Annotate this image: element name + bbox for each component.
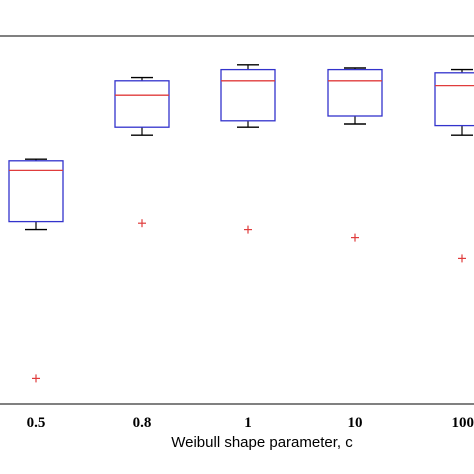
x-tick-label: 100: [452, 415, 474, 431]
iqr-box: [114, 80, 170, 128]
box-group-10: [327, 67, 383, 242]
x-tick-label: 1: [244, 415, 252, 431]
x-tick-label: 10: [348, 415, 363, 431]
outlier-marker: [458, 254, 466, 263]
x-tick-label: 0.5: [27, 415, 46, 431]
iqr-box: [327, 68, 383, 117]
box-group-1: [220, 64, 276, 234]
x-axis-label: Weibull shape parameter, c: [171, 434, 353, 451]
x-tick-labels: 0.5 0.8 1 10 100: [27, 415, 474, 431]
iqr-box: [8, 160, 64, 223]
box-group-0.5: [8, 158, 64, 383]
outlier-marker: [244, 225, 252, 234]
x-tick-label: 0.8: [133, 415, 152, 431]
box-group-0.8: [114, 76, 170, 228]
outlier-marker: [351, 233, 359, 242]
outlier-marker: [138, 219, 146, 228]
box-group-100: [434, 68, 474, 263]
iqr-box: [220, 68, 276, 122]
outlier-marker: [32, 374, 40, 383]
iqr-box: [434, 72, 474, 127]
box-series: [8, 64, 474, 383]
